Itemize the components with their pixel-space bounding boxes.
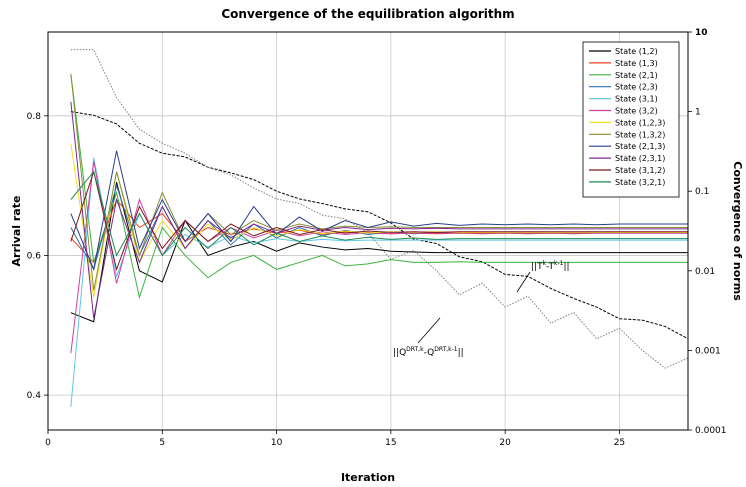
- plot-frame: [47, 31, 689, 431]
- series-lines: [70, 73, 688, 408]
- legend-label: State (1,2,3): [615, 118, 665, 127]
- x-tick-label: 15: [385, 438, 396, 448]
- y-tick-label: 0.6: [27, 251, 42, 261]
- legend-label: State (1,3): [615, 59, 658, 68]
- series-line-9: [70, 150, 688, 272]
- annotation-q-sup2: DRT,k-1: [434, 346, 458, 353]
- legend-label: State (1,3,2): [615, 130, 665, 139]
- x-tick-label: 10: [271, 438, 283, 448]
- x-axis-ticks: 0 5 10 15 20 25: [45, 430, 625, 448]
- x-tick-label: 20: [499, 438, 511, 448]
- series-line-8: [70, 73, 688, 291]
- legend: State (1,2) State (1,3) State (2,1) State (…: [582, 41, 680, 198]
- norm-line-t: [70, 111, 689, 340]
- legend-label: State (2,3): [615, 83, 658, 92]
- annotation-leader-q: [417, 317, 441, 344]
- y2-axis-ticks: 0.0001 0.001 0.01 0.1 1 10: [688, 28, 727, 436]
- y2-axis-title: Convergence of norms: [731, 161, 744, 301]
- annotation-leader-t: [516, 271, 531, 293]
- y-tick-label: 0.8: [27, 112, 42, 122]
- legend-label: State (3,1): [615, 95, 658, 104]
- series-line-11: [70, 169, 688, 272]
- series-line-6: [70, 161, 688, 354]
- y2-tick-label: 0.1: [695, 187, 709, 197]
- y-axis-title: Arrival rate: [10, 196, 23, 267]
- legend-label: State (2,1,3): [615, 142, 665, 151]
- annotation-t-base: ||T: [531, 262, 543, 272]
- annotation-q-mid: -Q: [424, 348, 435, 358]
- y2-tick-label: 0.001: [695, 346, 721, 356]
- norm-lines: [70, 49, 689, 369]
- norm-line-q: [70, 49, 689, 369]
- annotation-q-base: ||Q: [393, 348, 406, 358]
- y-axis-ticks: 0.4 0.6 0.8: [27, 112, 48, 401]
- legend-label: State (2,3,1): [615, 154, 665, 163]
- annotation-q-sup: DRT,k: [406, 346, 424, 353]
- y2-tick-label: 10: [695, 28, 708, 38]
- y-tick-label: 0.4: [27, 391, 42, 401]
- series-line-10: [70, 101, 688, 319]
- legend-label: State (3,1,2): [615, 166, 665, 175]
- legend-label: State (3,2): [615, 107, 658, 116]
- y2-tick-label: 0.01: [695, 267, 715, 277]
- x-tick-label: 25: [614, 438, 625, 448]
- legend-label: State (1,2): [615, 47, 658, 56]
- annotation-t-sup2: k-1: [554, 260, 564, 267]
- series-line-5: [70, 157, 688, 408]
- annotation-t-sup: k: [543, 260, 547, 267]
- y2-tick-label: 0.0001: [695, 426, 727, 436]
- x-tick-label: 5: [159, 438, 165, 448]
- annotation-t-norm: ||Tk-Tk-1||: [531, 260, 570, 272]
- legend-label: State (3,2,1): [615, 178, 665, 187]
- annotation-q-norm: ||QDRT,k-QDRT,k-1||: [393, 346, 464, 358]
- series-line-12: [70, 170, 688, 257]
- x-tick-label: 0: [45, 438, 51, 448]
- annotation-q-end: ||: [458, 348, 464, 358]
- legend-box: [582, 41, 680, 198]
- legend-label: State (2,1): [615, 71, 658, 80]
- chart-title: Convergence of the equilibration algorit…: [221, 7, 514, 21]
- x-axis-title: Iteration: [341, 471, 395, 484]
- annotation-t-end: ||: [563, 262, 569, 272]
- y2-tick-label: 1: [695, 108, 701, 118]
- series-line-1: [70, 181, 688, 323]
- annotations: ||Tk-Tk-1|| ||QDRT,k-QDRT,k-1||: [393, 260, 570, 358]
- annotation-t-mid: -T: [546, 262, 554, 272]
